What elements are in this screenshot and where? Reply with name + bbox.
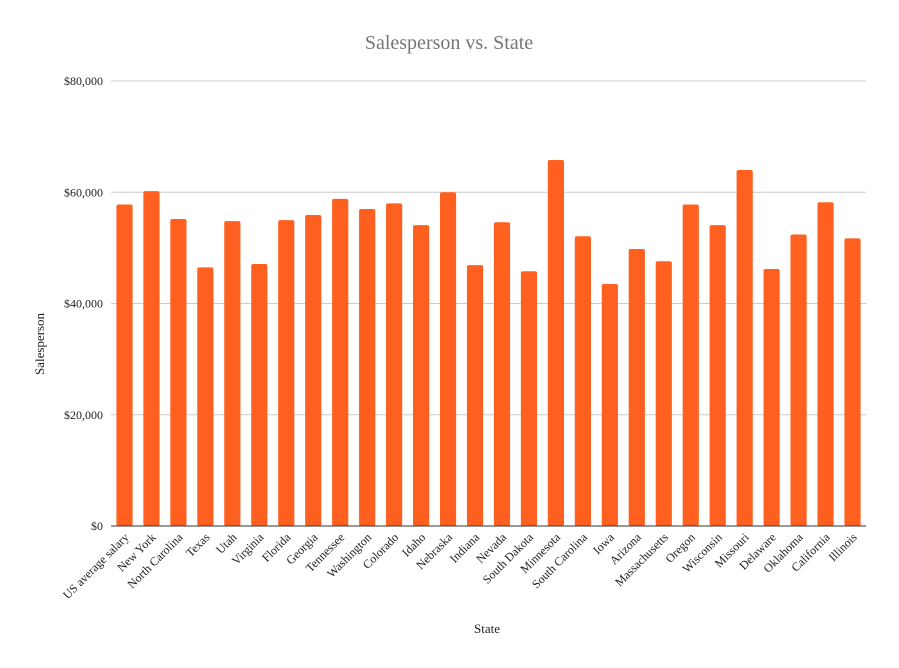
bar [116,204,133,527]
y-tick-label: $20,000 [64,408,103,422]
bar [601,284,618,526]
y-tick-label: $0 [91,519,103,533]
bar [709,225,726,526]
bar [143,191,160,526]
bars [116,159,861,527]
bar [359,208,376,526]
x-tick-label: Illinois [826,530,860,564]
bar [278,220,295,526]
bar [197,267,214,526]
y-tick-label: $40,000 [64,297,103,311]
bar [817,202,834,526]
bar [628,248,645,527]
bar [655,261,672,526]
bar [493,222,511,526]
bar [413,225,430,526]
bar [547,159,564,527]
x-tick-label: Texas [183,530,213,560]
bar [224,221,241,527]
bar [332,198,349,527]
bar [682,204,699,527]
chart-title: Salesperson vs. State [365,32,533,54]
x-axis-label: State [474,621,500,636]
bar [386,203,403,526]
y-axis-label: Salesperson [32,312,47,375]
bar [790,234,807,526]
bar [170,218,187,526]
bar [763,269,780,526]
bar [520,271,538,526]
bar [736,170,753,526]
bar [574,236,591,526]
bar [439,192,457,526]
bar [251,264,268,526]
bar [466,265,484,526]
y-axis-ticks: $0 $20,000 $40,000 $60,000 $80,000 [64,74,103,533]
y-tick-label: $60,000 [64,185,103,199]
bar [844,238,861,526]
y-tick-label: $80,000 [64,74,103,88]
bar [305,215,322,526]
